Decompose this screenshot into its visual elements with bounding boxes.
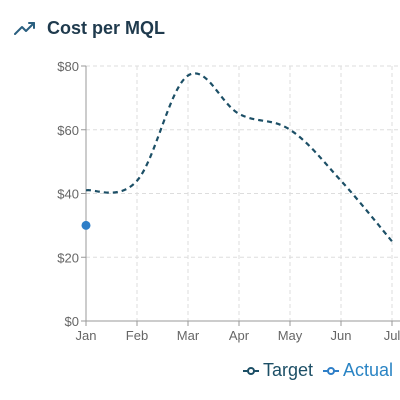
x-tick-label: Jul (384, 328, 400, 343)
y-tick-label: $0 (65, 314, 79, 329)
line-chart: $0 $20 $40 $60 $80 Jan Feb Mar Apr May Jun Jul (57, 59, 400, 343)
legend-marker-actual-icon (323, 366, 340, 375)
x-tick-label: Mar (177, 328, 200, 343)
legend-item-actual[interactable]: Actual (323, 360, 393, 381)
series-line-target (86, 72, 393, 243)
x-tick-label: Feb (126, 328, 148, 343)
legend-label-actual: Actual (343, 360, 394, 380)
chart-title: Cost per MQL (47, 17, 166, 38)
legend-marker-target-icon (243, 366, 259, 375)
data-point-actual (81, 220, 91, 230)
y-tick-label: $20 (57, 250, 79, 265)
x-tick-label: Jan (76, 328, 97, 343)
y-tick-label: $40 (57, 187, 79, 202)
widget-header: Cost per MQL (14, 16, 165, 40)
legend-label-target: Target (263, 360, 314, 380)
y-tick-label: $60 (57, 123, 79, 138)
trending-up-icon (14, 20, 38, 36)
chart-legend: Target Actual (243, 360, 393, 381)
legend-item-target[interactable]: Target (243, 360, 313, 381)
y-tick-label: $80 (57, 59, 79, 74)
x-tick-label: Jun (331, 328, 352, 343)
x-tick-label: May (278, 328, 303, 343)
x-tick-label: Apr (229, 328, 250, 343)
